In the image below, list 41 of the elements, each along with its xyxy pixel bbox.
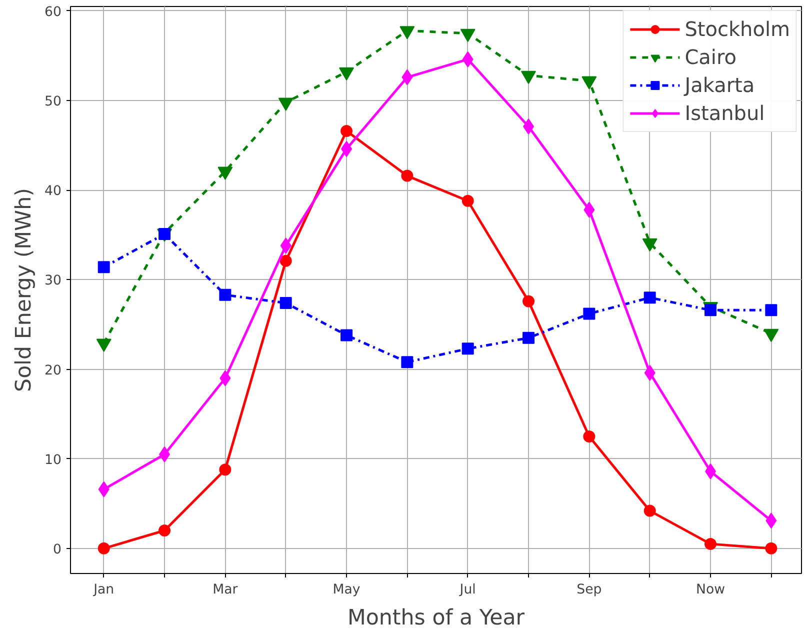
x-tick-label: May	[332, 582, 360, 598]
point	[158, 524, 171, 536]
point	[219, 288, 232, 301]
x-axis-title: Months of a Year	[347, 606, 525, 630]
y-axis-title: Sold Energy (MWh)	[12, 188, 37, 392]
x-tick-label: Mar	[212, 582, 238, 598]
x-tick-label: Now	[696, 582, 726, 598]
legend-label: Stockholm	[684, 17, 790, 41]
point	[522, 295, 535, 308]
y-tick-label: 0	[53, 542, 62, 558]
x-tick-label: Jul	[458, 582, 476, 598]
point	[462, 342, 474, 355]
legend-label: Cairo	[684, 45, 736, 69]
point	[644, 504, 656, 517]
x-tick-label: Jan	[92, 582, 114, 598]
point	[280, 296, 292, 309]
y-tick-label: 30	[44, 274, 62, 289]
point	[644, 292, 656, 304]
point	[704, 538, 717, 550]
x-tick-label: Sep	[576, 582, 602, 598]
point	[401, 170, 414, 182]
legend-label: Jakarta	[684, 73, 755, 97]
point	[765, 542, 778, 554]
y-tick-label: 40	[44, 184, 62, 200]
point	[340, 329, 353, 342]
point	[522, 332, 535, 344]
y-tick-label: 60	[44, 4, 62, 20]
y-tick-label: 10	[44, 452, 62, 468]
point	[583, 430, 596, 442]
point	[98, 261, 110, 274]
point	[401, 356, 414, 368]
y-tick-label: 20	[44, 363, 62, 378]
point	[219, 464, 232, 476]
point	[462, 194, 474, 207]
point	[280, 254, 292, 267]
point	[765, 304, 778, 316]
point	[340, 125, 353, 137]
point	[98, 542, 110, 554]
legend-label: Istanbul	[684, 101, 765, 125]
point	[583, 308, 596, 320]
y-tick-label: 50	[44, 94, 62, 110]
